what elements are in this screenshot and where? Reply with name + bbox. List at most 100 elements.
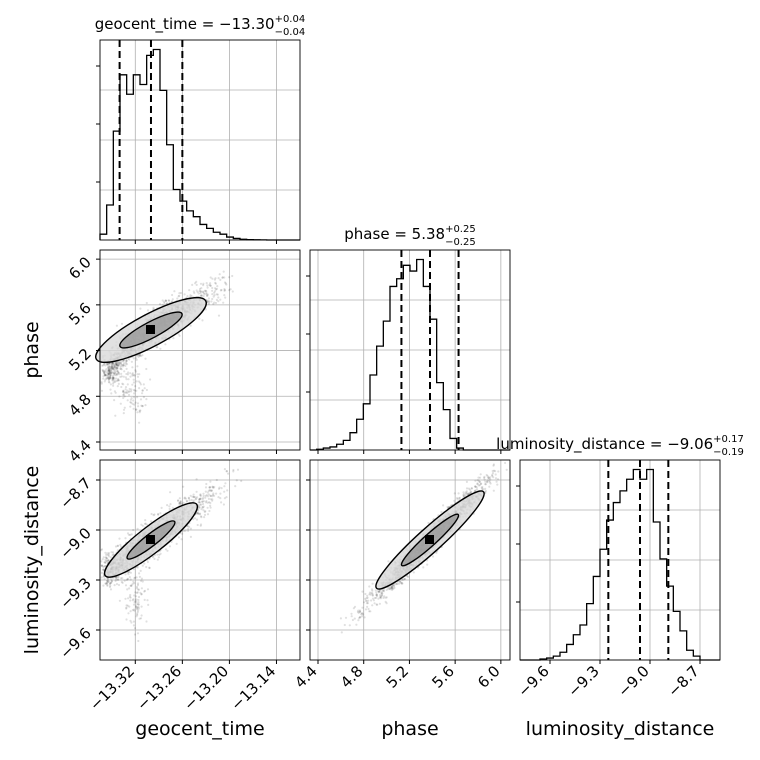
sample-point <box>143 562 146 565</box>
sample-point <box>213 294 216 297</box>
sample-point <box>106 362 109 365</box>
sample-point <box>110 366 114 369</box>
sample-point <box>220 501 223 504</box>
sample-point <box>109 365 112 368</box>
sample-point <box>120 372 123 375</box>
sample-point <box>357 619 360 622</box>
title-uncert-plus: +0.25 <box>445 224 476 235</box>
sample-point <box>132 373 135 377</box>
sample-point <box>204 501 208 504</box>
sample-point <box>118 379 121 382</box>
sample-point <box>103 374 106 377</box>
density-peak <box>145 535 155 544</box>
sample-point <box>135 408 138 411</box>
sample-point <box>138 617 141 620</box>
sample-point <box>211 293 214 296</box>
sample-point <box>136 602 139 606</box>
sample-point <box>136 591 139 594</box>
sample-point <box>119 375 122 378</box>
sample-point <box>198 287 202 291</box>
sample-point <box>211 297 214 301</box>
sample-point <box>136 606 139 609</box>
sample-point <box>465 480 468 483</box>
sample-point <box>110 365 113 368</box>
sample-point <box>216 285 219 288</box>
panel-title: phase = 5.38+0.25 <box>344 224 475 243</box>
sample-point <box>196 290 199 294</box>
sample-point <box>199 494 202 497</box>
sample-point <box>138 411 141 414</box>
sample-point <box>134 369 137 372</box>
sample-point <box>129 593 132 597</box>
sample-point <box>133 403 136 406</box>
sample-point <box>219 278 222 281</box>
title-main: geocent_time = −13.30 <box>95 15 275 34</box>
sample-point <box>202 295 205 298</box>
sample-point <box>366 602 369 605</box>
sample-point <box>464 491 467 494</box>
sample-point <box>112 372 115 375</box>
sample-point <box>126 532 130 535</box>
sample-point <box>217 487 221 490</box>
sample-point <box>199 524 202 527</box>
sample-point <box>106 554 109 557</box>
sample-point <box>484 483 487 486</box>
sample-point <box>116 379 119 382</box>
sample-point <box>125 606 128 609</box>
sample-point <box>125 578 128 582</box>
sample-point <box>125 604 128 607</box>
sample-point <box>152 556 155 559</box>
sample-point <box>185 500 189 503</box>
sample-point <box>112 377 115 380</box>
sample-point <box>155 346 158 349</box>
sample-point <box>114 579 117 583</box>
sample-point <box>209 506 212 509</box>
sample-point <box>127 393 131 396</box>
sample-point <box>127 597 130 600</box>
sample-point <box>124 386 128 389</box>
sample-point <box>113 363 116 366</box>
sample-point <box>116 361 119 364</box>
sample-point <box>215 478 218 482</box>
sample-point <box>228 289 231 292</box>
sample-point <box>115 362 118 365</box>
panel-2d-phase-vs-luminosity-distance <box>309 459 511 661</box>
sample-point <box>103 371 106 374</box>
sample-point <box>361 615 364 618</box>
sample-point <box>121 364 124 367</box>
sample-point <box>112 372 115 375</box>
sample-point <box>173 290 176 293</box>
sample-point <box>133 627 137 630</box>
sample-point <box>194 282 197 285</box>
sample-point <box>236 468 240 471</box>
sample-point <box>141 389 144 392</box>
sample-point <box>117 364 120 367</box>
sample-point <box>368 585 371 588</box>
sample-point <box>107 373 110 376</box>
sample-point <box>116 364 119 367</box>
sample-point <box>114 364 117 367</box>
sample-point <box>195 478 198 481</box>
sample-point <box>106 369 109 372</box>
sample-point <box>122 363 125 366</box>
sample-point <box>116 369 119 373</box>
sample-point <box>476 483 479 486</box>
sample-point <box>111 379 114 382</box>
sample-point <box>100 564 103 567</box>
sample-point <box>214 301 218 305</box>
sample-point <box>105 582 108 585</box>
sample-point <box>478 484 481 487</box>
sample-point <box>108 367 111 370</box>
sample-point <box>145 388 148 392</box>
sample-point <box>109 588 113 591</box>
sample-point <box>116 370 119 373</box>
sample-point <box>206 300 209 303</box>
sample-point <box>126 373 130 376</box>
title-uncert-minus: −0.04 <box>275 27 306 38</box>
sample-point <box>128 605 131 608</box>
sample-point <box>198 512 202 515</box>
sample-point <box>109 367 112 370</box>
sample-point <box>189 494 192 497</box>
sample-point <box>115 364 118 367</box>
sample-point <box>109 377 112 380</box>
